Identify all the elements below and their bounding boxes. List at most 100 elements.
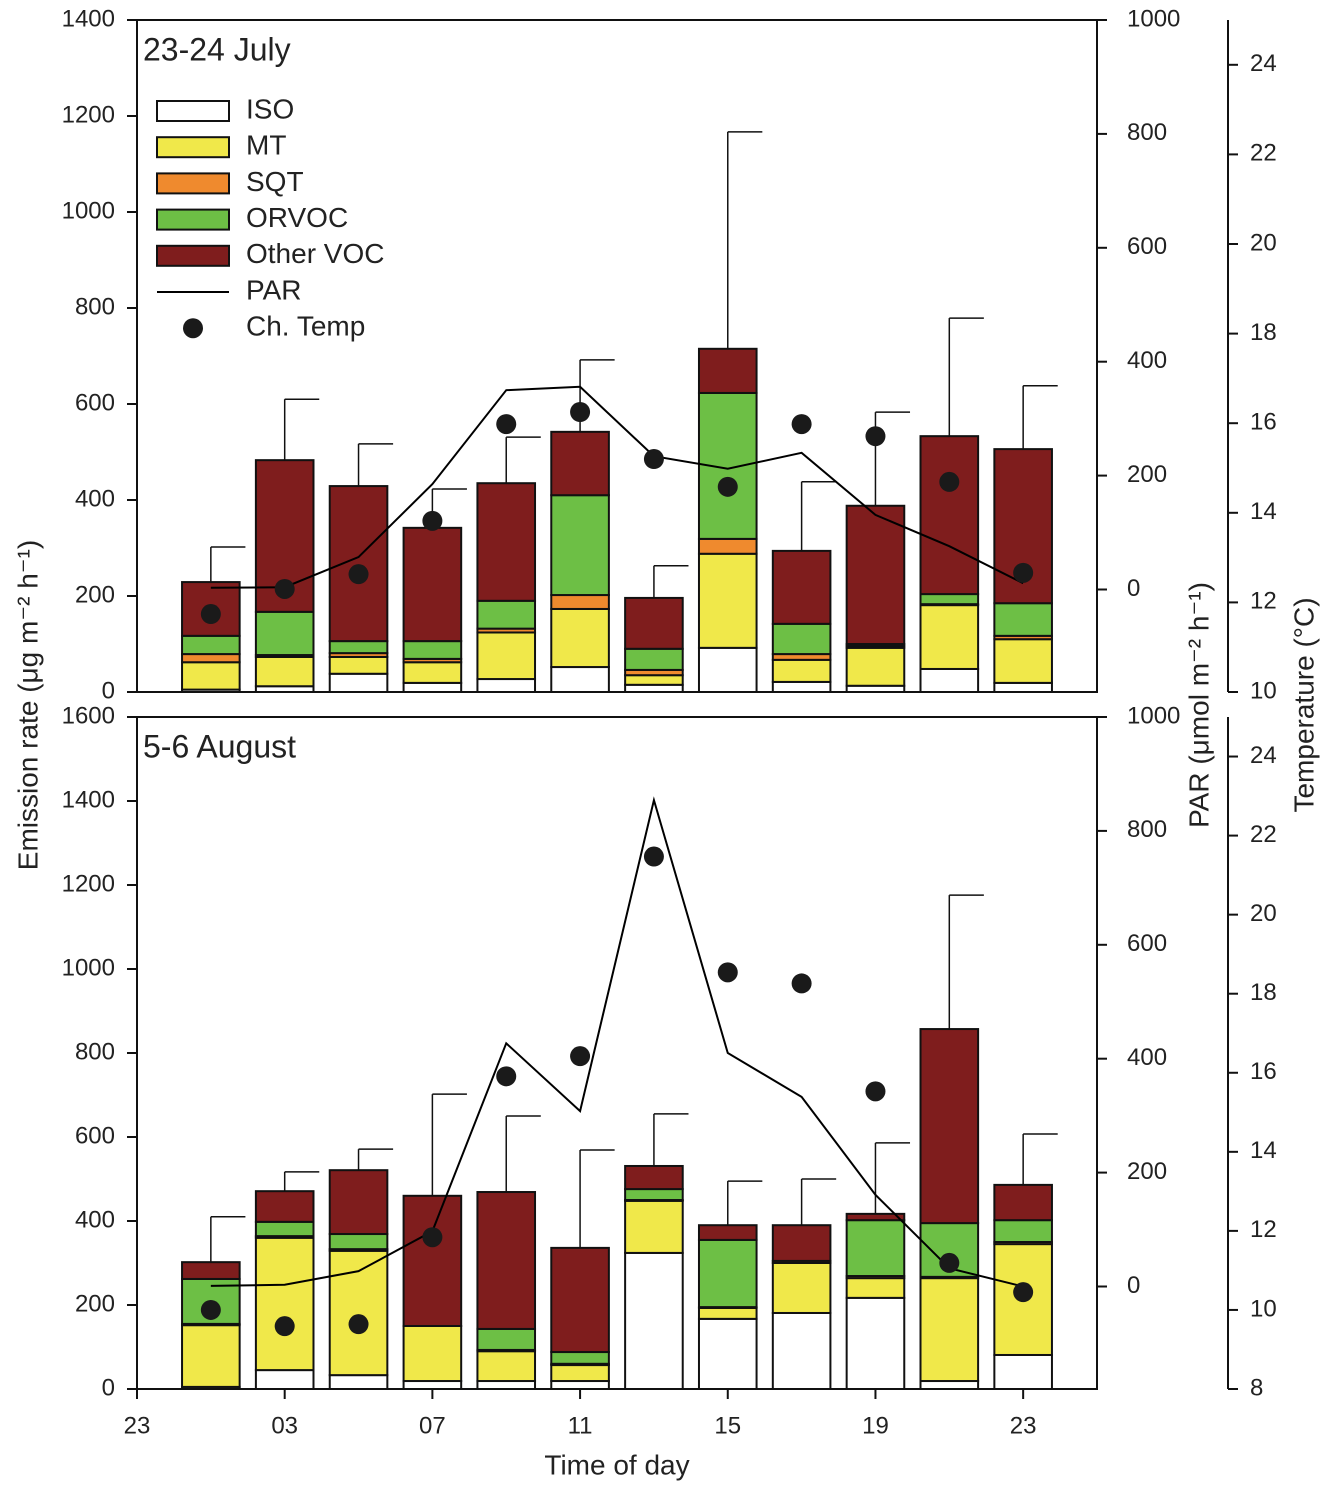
y2-tick-label: 400: [1127, 347, 1167, 374]
temp-dot: [570, 402, 591, 422]
error-bar: [283, 1171, 320, 1192]
x-axis-label: Time of day: [544, 1449, 689, 1480]
bar-segment: [771, 1311, 832, 1390]
x-tick-label: 07: [419, 1412, 446, 1439]
bar-segment: [476, 482, 537, 602]
bar-segment: [476, 1350, 537, 1383]
bar-segment: [181, 653, 241, 664]
bar-segment: [550, 1380, 610, 1391]
bar-segment: [697, 646, 758, 694]
y2-tick-label: 0: [1127, 575, 1140, 602]
bar-segment: [919, 1380, 980, 1391]
y-tick-label: 1200: [62, 870, 115, 897]
bar-segment: [402, 640, 463, 660]
legend-label: MT: [246, 130, 286, 161]
bar-segment: [402, 661, 463, 684]
bar-segment: [624, 1251, 684, 1391]
y2-tick-label: 1000: [1127, 5, 1180, 32]
bar-segment: [254, 610, 315, 657]
temp-dot: [939, 1252, 960, 1273]
bar-segment: [919, 604, 980, 670]
y2-tick-label: 0: [1127, 1272, 1140, 1299]
bar-segment: [624, 1164, 684, 1191]
y2-tick-label: 1000: [1127, 702, 1180, 729]
bar-segment: [402, 1325, 463, 1383]
bar-segment: [771, 1262, 832, 1314]
bar-segment: [181, 1261, 241, 1280]
error-bar: [1022, 1133, 1058, 1185]
bar-segment: [697, 1238, 758, 1309]
y-tick-label: 400: [75, 1206, 115, 1233]
plot-frame: [136, 19, 1098, 693]
legend-label: Other VOC: [246, 238, 384, 269]
bar-segment: [993, 638, 1053, 684]
bar-segment: [993, 681, 1053, 694]
error-bar: [727, 131, 763, 349]
bar-segment: [845, 1296, 906, 1390]
legend-dot: [183, 318, 203, 339]
error-bar: [283, 398, 320, 461]
temp-dot: [570, 1046, 591, 1067]
y-tick-label: 200: [75, 1290, 115, 1317]
bar-segment: [550, 666, 610, 693]
bar-segment: [328, 655, 389, 675]
bar-segment: [550, 594, 610, 610]
error-bar: [505, 436, 541, 484]
temp-dot: [422, 1227, 443, 1248]
bar-segment: [550, 430, 610, 497]
bar-segment: [254, 1220, 315, 1238]
bar-segment: [476, 631, 537, 681]
bar-segment: [624, 596, 684, 650]
bar-segment: [181, 634, 241, 656]
y3-tick-label: 12: [1250, 588, 1277, 615]
bar-segment: [697, 347, 758, 394]
bar-segment: [993, 1353, 1053, 1390]
y-axis-label: Emission rate (μg m⁻² h⁻¹): [12, 540, 43, 870]
x-tick-label: 23: [124, 1412, 151, 1439]
bar-segment: [550, 1364, 610, 1383]
temp-dot: [200, 604, 221, 625]
legend-swatch: [156, 136, 230, 159]
y2-tick-label: 600: [1127, 930, 1167, 957]
y3-tick-label: 22: [1250, 140, 1277, 167]
bar-segment: [697, 1317, 758, 1390]
error-bar: [431, 1093, 467, 1196]
bar-segment: [254, 1369, 315, 1390]
bar-segment: [328, 672, 389, 694]
bar-segment: [476, 1327, 537, 1351]
temp-dot: [1013, 1282, 1034, 1303]
error-bar: [800, 481, 837, 551]
bar-segment: [697, 537, 758, 555]
y3-tick-label: 16: [1250, 409, 1277, 436]
y3-tick-label: 24: [1250, 742, 1277, 769]
error-bar: [653, 1113, 689, 1166]
bar-segment: [328, 1249, 389, 1377]
y-tick-label: 600: [75, 1122, 115, 1149]
bar-segment: [993, 1219, 1053, 1244]
temp-dot: [200, 1299, 221, 1320]
temp-dot: [643, 449, 664, 470]
bar-segment: [476, 599, 537, 630]
bar-segment: [624, 674, 684, 686]
error-bar: [1022, 385, 1058, 450]
y3-tick-label: 14: [1250, 1137, 1277, 1164]
y-tick-label: 0: [102, 677, 115, 704]
bar-segment: [919, 667, 980, 694]
legend-swatch: [156, 244, 230, 267]
y3-tick-label: 8: [1250, 1374, 1263, 1401]
bar-segment: [624, 683, 684, 693]
bar-segment: [624, 1188, 684, 1201]
y2-tick-label: 800: [1127, 816, 1167, 843]
error-bar: [357, 443, 394, 487]
error-bar: [505, 1115, 541, 1193]
temp-dot: [939, 471, 960, 492]
legend-swatch: [156, 100, 230, 122]
bar-segment: [402, 526, 463, 643]
error-bar: [579, 359, 615, 432]
bar-segment: [624, 1199, 684, 1254]
panel-title: 23-24 July: [143, 31, 291, 67]
temp-dot: [1013, 562, 1034, 583]
y3-tick-label: 18: [1250, 319, 1277, 346]
temp-dot: [274, 1316, 295, 1337]
y-tick-label: 1000: [62, 197, 115, 224]
